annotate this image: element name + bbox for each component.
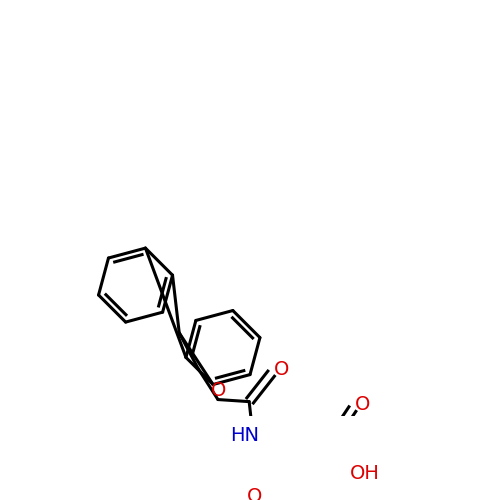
Text: O: O (247, 487, 262, 500)
Text: O: O (354, 395, 370, 414)
Text: HN: HN (230, 426, 258, 446)
Text: O: O (211, 381, 226, 400)
Text: O: O (274, 360, 289, 378)
Text: OH: OH (350, 464, 380, 483)
